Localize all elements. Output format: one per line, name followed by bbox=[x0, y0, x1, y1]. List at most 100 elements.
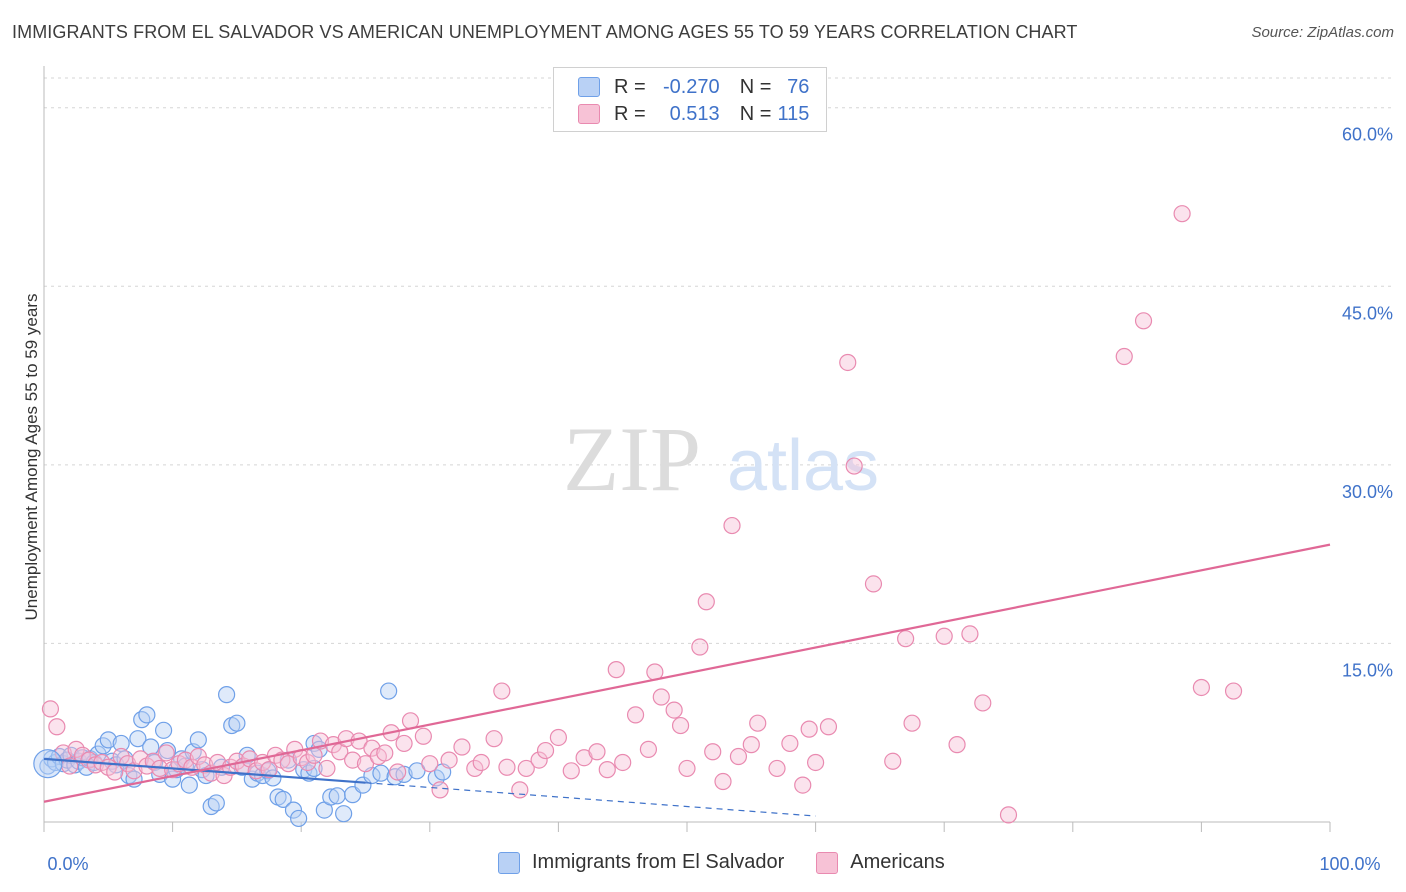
americans-point bbox=[530, 751, 548, 769]
americans-point bbox=[704, 743, 722, 761]
americans-point bbox=[395, 734, 413, 753]
legend-n-label: N = bbox=[739, 75, 772, 98]
legend-item-americans[interactable]: Americans bbox=[816, 851, 945, 874]
legend-r-label: R = bbox=[614, 102, 646, 125]
americans-point bbox=[1192, 678, 1211, 697]
americans-point bbox=[260, 761, 278, 779]
americans-point bbox=[639, 740, 658, 758]
americans-point bbox=[549, 728, 568, 747]
americans-point bbox=[671, 716, 690, 735]
salvador-point bbox=[228, 714, 246, 732]
americans-point bbox=[806, 753, 825, 772]
legend-item-salvador[interactable]: Immigrants from El Salvador bbox=[498, 851, 784, 874]
legend-n-value: 76 bbox=[787, 75, 810, 98]
trend-lines bbox=[43, 543, 1331, 817]
americans-point bbox=[511, 781, 529, 799]
americans-point bbox=[723, 516, 741, 535]
salvador-trend-line bbox=[43, 757, 366, 784]
americans-point bbox=[376, 744, 394, 762]
americans-point bbox=[794, 776, 812, 794]
americans-point bbox=[903, 714, 921, 732]
americans-point bbox=[974, 694, 992, 712]
americans-point bbox=[839, 353, 857, 372]
americans-point bbox=[678, 759, 696, 778]
legend-label-salvador: Immigrants from El Salvador bbox=[532, 851, 785, 873]
salvador-point bbox=[133, 711, 151, 729]
americans-point bbox=[318, 759, 336, 778]
americans-point bbox=[389, 763, 407, 781]
americans-point bbox=[1173, 205, 1191, 223]
americans-point bbox=[493, 682, 511, 700]
americans-point bbox=[498, 758, 516, 776]
salvador-point bbox=[380, 682, 398, 700]
americans-point bbox=[691, 638, 709, 656]
americans-point bbox=[517, 759, 535, 778]
legend-r-value: -0.270 bbox=[662, 75, 720, 98]
americans-point bbox=[961, 625, 979, 643]
americans-point bbox=[562, 762, 580, 780]
americans-point bbox=[626, 706, 645, 724]
watermark-atlas: atlas bbox=[727, 426, 879, 506]
salvador-point bbox=[305, 759, 323, 778]
x-tick-label: 100.0% bbox=[1319, 854, 1380, 874]
axes bbox=[43, 66, 1331, 832]
americans-point bbox=[897, 630, 915, 648]
americans-point bbox=[697, 593, 715, 611]
tick-labels: 15.0% 30.0% 45.0% 60.0% 0.0% 100.0% bbox=[47, 125, 1393, 874]
legend-row-americans: R = 0.513 N = 115 bbox=[578, 101, 809, 127]
salvador-point bbox=[274, 790, 292, 808]
legend-swatch-americans bbox=[578, 104, 600, 124]
americans-point bbox=[472, 753, 490, 772]
salvador-point bbox=[335, 805, 353, 823]
salvador-trend-extension bbox=[365, 782, 816, 817]
americans-point bbox=[176, 751, 195, 769]
salvador-point bbox=[322, 788, 340, 806]
americans-point bbox=[665, 701, 683, 719]
americans-point bbox=[845, 457, 863, 475]
legend-r-value: 0.513 bbox=[669, 102, 720, 125]
americans-point bbox=[1224, 682, 1243, 700]
legend-n-value: 115 bbox=[777, 102, 810, 125]
y-tick-label: 60.0% bbox=[1342, 125, 1393, 145]
americans-point bbox=[453, 738, 471, 756]
legend-swatch-salvador bbox=[578, 77, 600, 97]
americans-point bbox=[729, 747, 748, 766]
gridlines bbox=[44, 77, 1393, 644]
salvador-point bbox=[372, 764, 390, 782]
americans-trend-line bbox=[43, 543, 1331, 803]
salvador-point bbox=[284, 801, 303, 819]
americans-point bbox=[299, 753, 317, 772]
y-tick-label: 45.0% bbox=[1342, 303, 1393, 323]
americans-point bbox=[440, 751, 458, 769]
salvador-point bbox=[189, 731, 207, 749]
americans-point bbox=[67, 740, 85, 758]
salvador-point bbox=[154, 721, 173, 739]
americans-point bbox=[614, 753, 632, 772]
americans-point bbox=[935, 627, 953, 645]
y-axis-label: Unemployment Among Ages 55 to 59 years bbox=[22, 294, 41, 621]
americans-point bbox=[800, 720, 818, 738]
americans-point bbox=[414, 727, 432, 745]
salvador-point bbox=[138, 706, 156, 724]
legend-n-label: N = bbox=[739, 102, 772, 125]
salvador-point bbox=[180, 776, 198, 794]
watermark-zip: ZIP bbox=[563, 408, 701, 510]
salvador-point bbox=[328, 787, 346, 805]
americans-point bbox=[864, 575, 883, 593]
salvador-point bbox=[129, 730, 147, 748]
americans-point bbox=[749, 714, 767, 732]
americans-point bbox=[1134, 312, 1153, 330]
americans-point bbox=[588, 743, 606, 761]
stats-legend: R = -0.270 N = 76 R = 0.513 N = 115 bbox=[553, 67, 827, 132]
americans-point bbox=[884, 752, 902, 770]
salvador-point bbox=[218, 686, 236, 704]
legend-r-label: R = bbox=[614, 75, 646, 98]
x-tick-label: 0.0% bbox=[47, 854, 88, 874]
americans-point bbox=[598, 761, 616, 779]
y-tick-label: 15.0% bbox=[1342, 660, 1393, 680]
americans-point bbox=[768, 759, 786, 778]
americans-point bbox=[999, 806, 1018, 824]
legend-label-americans: Americans bbox=[850, 851, 945, 873]
data-points bbox=[33, 205, 1243, 828]
